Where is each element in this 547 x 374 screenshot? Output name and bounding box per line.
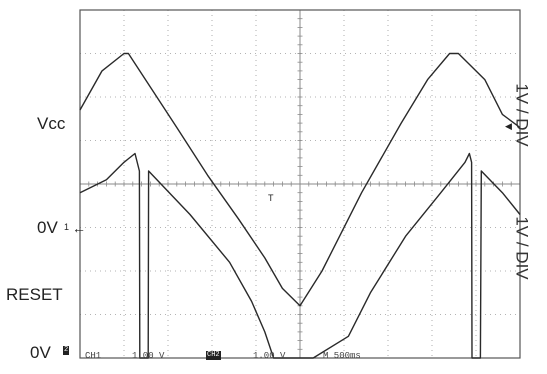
trace-reset: [79, 152, 521, 359]
scale-label-bottom: 1V / DIV: [512, 216, 532, 280]
trigger-position-marker: T: [268, 193, 274, 203]
status-ch2-box: CH2: [206, 351, 221, 360]
status-ch2-scale: 1.00 V: [253, 351, 286, 361]
zero-volt-label-bottom: 0V: [30, 343, 51, 362]
status-ch1: CH1: [85, 351, 102, 361]
ground-arrow-icon: ←: [72, 220, 86, 236]
zero-volt-label-top: 0V: [37, 218, 58, 237]
reset-label: RESET: [6, 285, 63, 304]
vcc-label: Vcc: [37, 114, 66, 133]
ch1-ground-marker: 1: [64, 222, 70, 232]
trace-vcc: [79, 52, 521, 307]
ch2-ground-marker: 2: [63, 346, 70, 355]
trigger-level-icon: ◀: [505, 121, 512, 131]
scale-label-top: 1V / DIV: [512, 83, 532, 147]
status-ch1-scale: 1.00 V: [132, 351, 165, 361]
status-timebase: M 500ms: [323, 351, 361, 361]
